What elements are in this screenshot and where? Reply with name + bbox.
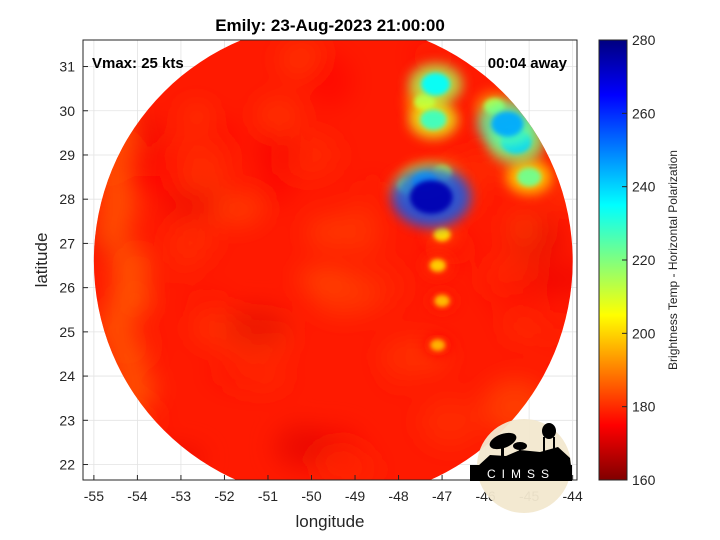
colorbar-tick-label: 200 xyxy=(632,325,656,341)
y-tick-label: 27 xyxy=(59,235,75,251)
texture-blob xyxy=(502,317,542,340)
y-tick-label: 30 xyxy=(59,103,75,119)
texture-blob xyxy=(356,179,389,200)
texture-blob xyxy=(296,266,352,291)
time-away-label: 00:04 away xyxy=(488,55,568,72)
cimss-logo-text: CIMSS xyxy=(487,467,555,481)
feature-core xyxy=(429,259,446,272)
map-axes: -55-54-53-52-51-50-49-48-47-46-45-44 222… xyxy=(32,39,583,531)
texture-blob xyxy=(383,336,415,388)
y-axis-ticks: 22 23 24 25 26 27 28 29 30 31 xyxy=(59,59,88,473)
feature-core xyxy=(430,339,446,352)
plot-frame xyxy=(82,39,578,481)
x-tick-label: -47 xyxy=(432,488,452,504)
texture-blob xyxy=(167,220,197,276)
x-tick-label: -52 xyxy=(214,488,234,504)
colorbar-tick-label: 220 xyxy=(632,252,656,268)
y-tick-label: 29 xyxy=(59,147,75,163)
y-tick-label: 31 xyxy=(59,59,75,75)
x-tick-label: -48 xyxy=(388,488,408,504)
feature-core xyxy=(517,167,542,187)
feature-core xyxy=(409,180,453,214)
x-axis-label: longitude xyxy=(295,512,364,531)
texture-blob xyxy=(335,205,381,256)
x-tick-label: -44 xyxy=(563,488,583,504)
colorbar-tick-label: 160 xyxy=(632,472,656,488)
y-tick-label: 28 xyxy=(59,191,75,207)
texture-blob xyxy=(516,270,564,294)
y-axis-label: latitude xyxy=(32,233,51,288)
feature-core xyxy=(421,72,450,96)
y-tick-label: 24 xyxy=(59,368,75,384)
texture-blob xyxy=(224,306,289,349)
convection-features xyxy=(389,63,552,356)
colorbar-tick-label: 180 xyxy=(632,399,656,415)
texture-blob xyxy=(305,53,354,109)
x-tick-label: -51 xyxy=(258,488,278,504)
texture-blob xyxy=(305,215,345,252)
feature-core xyxy=(420,109,447,130)
feature-core xyxy=(491,111,524,137)
texture-blob xyxy=(507,211,543,249)
texture-blob xyxy=(97,185,138,222)
texture-blob xyxy=(274,425,327,469)
feature-core xyxy=(434,294,450,308)
y-tick-label: 26 xyxy=(59,280,75,296)
texture-blob xyxy=(93,216,132,253)
y-tick-label: 22 xyxy=(59,457,75,473)
colorbar-tick-label: 240 xyxy=(632,179,656,195)
y-tick-label: 25 xyxy=(59,324,75,340)
colorbar: 160 180 200 220 240 260 280 Brightness Temp - … xyxy=(598,32,680,488)
texture-blob xyxy=(209,359,263,388)
texture-blob xyxy=(181,103,212,127)
x-axis-ticks: -55-54-53-52-51-50-49-48-47-46-45-44 xyxy=(84,475,583,504)
colorbar-tick-label: 260 xyxy=(632,105,656,121)
colorbar-tick-label: 280 xyxy=(632,32,656,48)
texture-blob xyxy=(208,192,264,226)
chart-title: Emily: 23-Aug-2023 21:00:00 xyxy=(215,16,445,35)
feature-core xyxy=(433,227,451,242)
texture-blob xyxy=(109,278,150,315)
texture-blob xyxy=(109,247,150,284)
x-tick-label: -53 xyxy=(171,488,191,504)
y-tick-label: 23 xyxy=(59,412,75,428)
vmax-label: Vmax: 25 kts xyxy=(92,55,184,72)
colorbar-ticks: 160 180 200 220 240 260 280 xyxy=(622,32,656,488)
cimss-logo: CIMSS xyxy=(470,419,572,513)
x-tick-label: -50 xyxy=(301,488,321,504)
texture-blob xyxy=(185,292,229,314)
x-tick-label: -54 xyxy=(127,488,147,504)
colorbar-label: Brightness Temp - Horizontal Polarizatio… xyxy=(666,150,680,370)
x-tick-label: -49 xyxy=(345,488,365,504)
texture-blob xyxy=(332,438,368,476)
texture-blob xyxy=(256,97,300,133)
texture-blob xyxy=(419,396,481,448)
texture-blob xyxy=(446,156,501,181)
texture-blob xyxy=(251,131,302,168)
x-tick-label: -55 xyxy=(84,488,104,504)
microwave-swath xyxy=(93,40,573,480)
